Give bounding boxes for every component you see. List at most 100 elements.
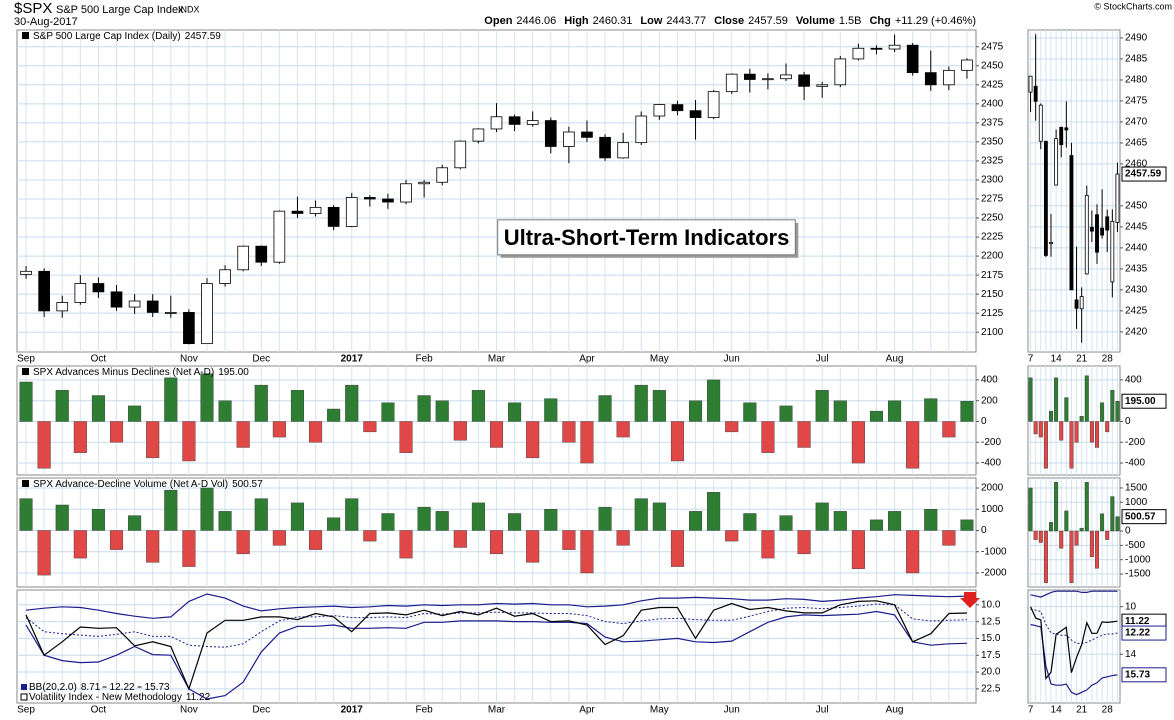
bar — [1089, 530, 1094, 558]
bar — [1054, 482, 1059, 532]
bar — [55, 504, 69, 531]
bar — [1043, 421, 1048, 469]
bar — [1064, 397, 1069, 422]
y-tick-label: -400 — [1125, 458, 1145, 469]
line — [1030, 606, 1118, 681]
candle-body — [56, 302, 69, 312]
y-tick-label: 17.5 — [981, 650, 1001, 661]
bar — [1054, 377, 1059, 422]
candle-body — [92, 283, 105, 293]
y-tick-label: 2225 — [981, 232, 1004, 243]
bar — [707, 492, 721, 531]
y-tick-label: 2400 — [981, 98, 1004, 109]
y-tick-label: 2425 — [981, 79, 1004, 90]
x-tick-label: 28 — [1102, 705, 1114, 716]
candle-body — [943, 69, 955, 86]
bar — [1110, 390, 1115, 422]
bar — [743, 513, 757, 531]
legend-value: 8.71 — [81, 682, 101, 693]
bar — [833, 511, 847, 531]
bar — [1100, 513, 1105, 532]
bar — [236, 421, 250, 448]
y-tick-label: 14 — [1125, 649, 1137, 660]
legend-value: 12.22 — [110, 682, 135, 693]
bar — [1115, 516, 1120, 532]
bar — [906, 421, 920, 469]
bar — [779, 515, 793, 531]
candle-body — [20, 270, 32, 275]
bar — [218, 511, 232, 531]
candle-body — [653, 104, 666, 117]
bar — [19, 381, 33, 422]
value-tag: 2457.59 — [1125, 169, 1162, 180]
symbol: $SPX — [14, 0, 52, 17]
bar — [1105, 530, 1110, 540]
y-tick-label: 10.0 — [981, 599, 1001, 610]
quote-value: 2443.77 — [666, 15, 706, 27]
y-tick-label: 2440 — [1125, 243, 1148, 254]
candle-body — [110, 291, 123, 308]
y-tick-label: -1500 — [1125, 569, 1151, 580]
quote-label: Volume — [796, 15, 835, 27]
bar — [598, 506, 612, 531]
candle-body — [1028, 75, 1033, 93]
bar — [290, 502, 304, 531]
candle-body — [237, 245, 250, 271]
x-tick-label: May — [650, 705, 669, 716]
bar — [1059, 421, 1064, 441]
legend-swatch — [22, 368, 29, 375]
bar — [707, 379, 721, 422]
bar — [1110, 496, 1115, 532]
candle-body — [1105, 216, 1110, 231]
candle-body — [762, 78, 774, 81]
bar — [435, 400, 449, 422]
bar — [363, 530, 377, 542]
y-tick-label: -500 — [1125, 540, 1145, 551]
bar — [1074, 530, 1079, 546]
legend: BB(20,2.0) 8.71 12.22 15.73 — [29, 682, 170, 693]
candle-body — [870, 47, 883, 50]
bar — [1105, 421, 1110, 433]
y-tick-label: -400 — [981, 458, 1001, 469]
y-tick-label: 2150 — [981, 289, 1004, 300]
quote-label: Low — [640, 15, 662, 27]
y-tick-label: 2100 — [981, 327, 1004, 338]
candle-body — [1089, 226, 1094, 232]
y-tick-label: 2175 — [981, 270, 1004, 281]
y-tick-label: -200 — [1125, 437, 1145, 448]
bar — [562, 421, 576, 443]
bar — [1095, 530, 1099, 569]
candle-body — [400, 183, 412, 203]
y-tick-label: 22.5 — [981, 684, 1001, 695]
quote-line: Open 2446.06 High 2460.31 Low 2443.77 Close 245… — [484, 15, 976, 27]
quote-date: 30-Aug-2017 — [14, 16, 78, 28]
bar — [906, 530, 920, 574]
bar — [146, 530, 160, 563]
candle-body — [852, 47, 865, 60]
candle-body — [924, 72, 937, 86]
candle-body — [164, 312, 177, 314]
quote-value: +11.29 (+0.46%) — [895, 15, 976, 27]
y-tick-label: 2450 — [1125, 201, 1148, 212]
bar — [1064, 510, 1069, 532]
bar — [1074, 421, 1079, 443]
y-tick-label: 0 — [981, 525, 987, 536]
quote-value: 2457.59 — [748, 15, 788, 27]
bar — [453, 421, 467, 441]
x-tick-label: Mar — [488, 705, 506, 716]
bar — [327, 517, 341, 531]
bar — [417, 395, 431, 422]
candle-body — [635, 115, 648, 144]
alert-arrow — [960, 592, 980, 608]
line — [25, 600, 968, 691]
candle-body — [327, 206, 340, 227]
bar — [942, 421, 956, 438]
bar — [616, 530, 630, 546]
y-tick-label: 2420 — [1125, 326, 1148, 337]
x-tick-label: Jul — [816, 354, 829, 365]
bar — [960, 519, 974, 531]
bar — [1069, 530, 1074, 583]
candle-body — [1043, 140, 1048, 256]
candle-body — [961, 59, 973, 71]
